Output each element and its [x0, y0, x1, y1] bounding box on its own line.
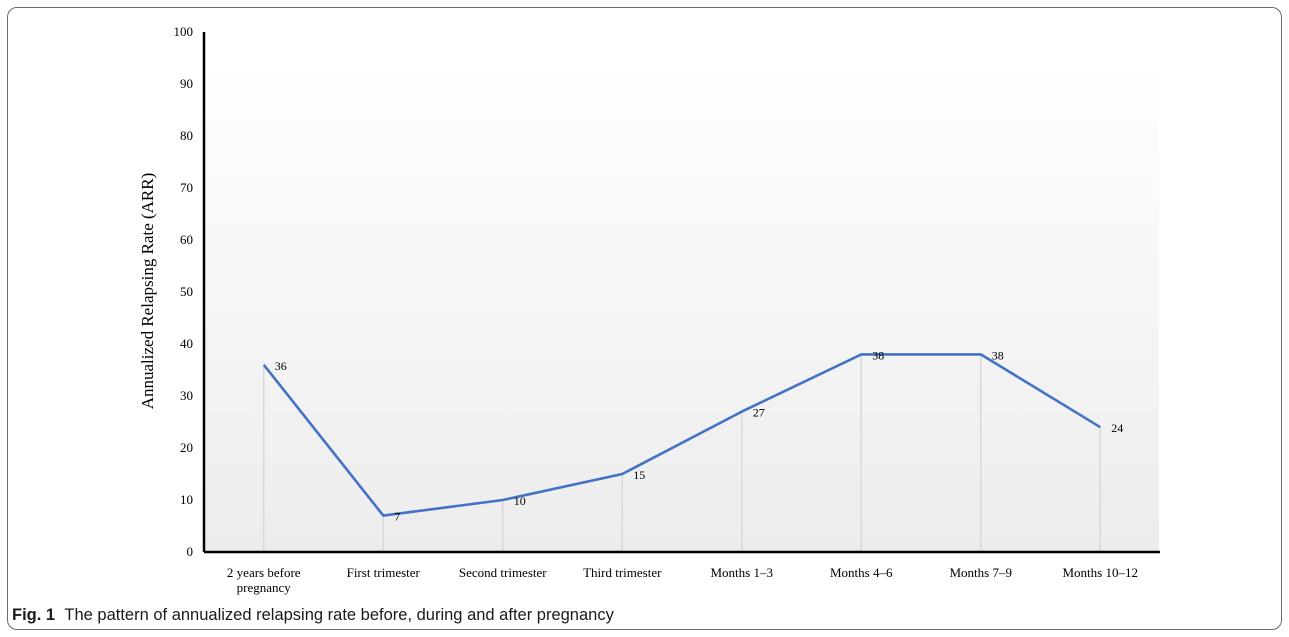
y-tick-label: 60 — [180, 232, 193, 247]
figure-caption: Fig. 1 The pattern of annualized relapsi… — [12, 606, 614, 625]
y-tick-label: 0 — [187, 544, 194, 559]
y-tick-label: 80 — [180, 128, 193, 143]
data-label: 38 — [872, 348, 884, 362]
plot-area-background — [204, 60, 1159, 552]
y-tick-label: 40 — [180, 336, 193, 351]
axes — [202, 32, 1160, 554]
x-category-label: Third trimester — [583, 565, 662, 580]
data-label: 24 — [1111, 421, 1123, 435]
y-ticks: 0 10 20 30 40 50 60 70 80 90 100 — [174, 24, 194, 559]
y-tick-label: 90 — [180, 76, 193, 91]
y-tick-label: 70 — [180, 180, 193, 195]
data-label: 10 — [514, 494, 526, 508]
series — [262, 353, 1101, 517]
x-category-label: Months 4–6 — [830, 565, 893, 580]
y-tick-label: 10 — [180, 492, 193, 507]
data-label: 7 — [394, 510, 400, 524]
figure-number: Fig. 1 — [12, 606, 56, 624]
y-tick-label: 30 — [180, 388, 193, 403]
x-category-label: Months 1–3 — [711, 565, 773, 580]
drop-lines — [263, 354, 1101, 552]
x-category-label: 2 years before — [227, 565, 301, 580]
data-labels: 36 7 10 15 27 38 38 24 — [275, 348, 1124, 523]
x-category-label: First trimester — [347, 565, 421, 580]
series-line — [262, 353, 1101, 517]
x-category-label: Second trimester — [459, 565, 547, 580]
y-axis-label: Annualized Relapsing Rate (ARR) — [138, 173, 157, 410]
x-category-label: pregnancy — [237, 580, 292, 595]
y-tick-label: 50 — [180, 284, 193, 299]
data-label: 38 — [992, 348, 1004, 362]
data-label: 27 — [753, 406, 765, 420]
data-label: 15 — [633, 468, 645, 482]
y-tick-label: 100 — [174, 24, 194, 39]
line-chart: 0 10 20 30 40 50 60 70 80 90 100 2 years beforepre… — [138, 24, 1160, 595]
data-label: 36 — [275, 359, 287, 373]
x-category-label: Months 7–9 — [950, 565, 1012, 580]
x-category-label: Months 10–12 — [1063, 565, 1138, 580]
figure-caption-text: The pattern of annualized relapsing rate… — [64, 606, 614, 624]
y-tick-label: 20 — [180, 440, 193, 455]
